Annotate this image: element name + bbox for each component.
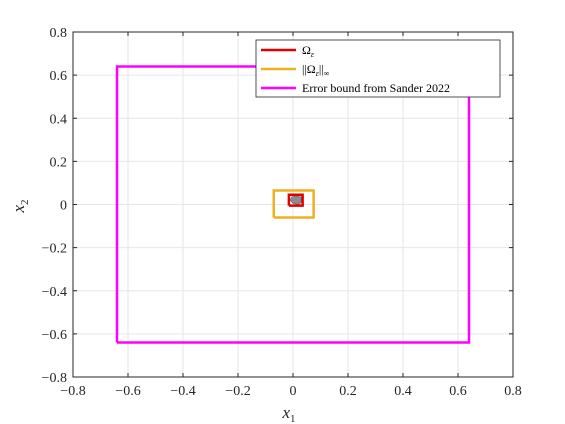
x-tick-label: −0.2 <box>225 384 250 399</box>
x-tick-label: 0.8 <box>504 384 522 399</box>
y-tick-label: 0.6 <box>50 69 68 84</box>
x-tick-label: −0.8 <box>60 384 85 399</box>
legend-label-error-bound: Error bound from Sander 2022 <box>302 81 450 95</box>
ticks: −0.8 −0.6 −0.4 −0.2 0 0.2 0.4 0.6 0.8 −0.8 −0.6 −0.… <box>42 26 522 399</box>
series-omega-eps-inf <box>272 189 315 219</box>
x-tick-label: 0.2 <box>339 384 357 399</box>
x-tick-label: 0.6 <box>449 384 467 399</box>
y-tick-label: −0.8 <box>42 371 67 386</box>
y-tick-label: −0.4 <box>42 285 67 300</box>
y-tick-label: 0.4 <box>50 112 68 127</box>
x-tick-label: −0.4 <box>170 384 195 399</box>
y-tick-label: 0.2 <box>50 155 68 170</box>
legend-label-omega-eps-inf: ||Ωε||∞ <box>302 62 330 78</box>
y-tick-label: −0.2 <box>42 242 67 257</box>
y-axis-label: x2 <box>9 199 31 213</box>
y-tick-label: −0.6 <box>42 328 67 343</box>
y-tick-label: 0 <box>60 199 67 214</box>
sample-region <box>289 195 302 205</box>
legend-box <box>255 39 501 98</box>
x-tick-label: −0.6 <box>115 384 140 399</box>
legend: Ωε ||Ωε||∞ Error bound from Sander 2022 <box>255 39 501 98</box>
x-tick-label: 0 <box>290 384 297 399</box>
x-tick-label: 0.4 <box>394 384 412 399</box>
series-omega-eps <box>287 193 304 207</box>
y-tick-label: 0.8 <box>50 26 68 41</box>
x-axis-label: x1 <box>281 403 295 424</box>
legend-label-omega-eps: Ωε <box>302 43 315 59</box>
